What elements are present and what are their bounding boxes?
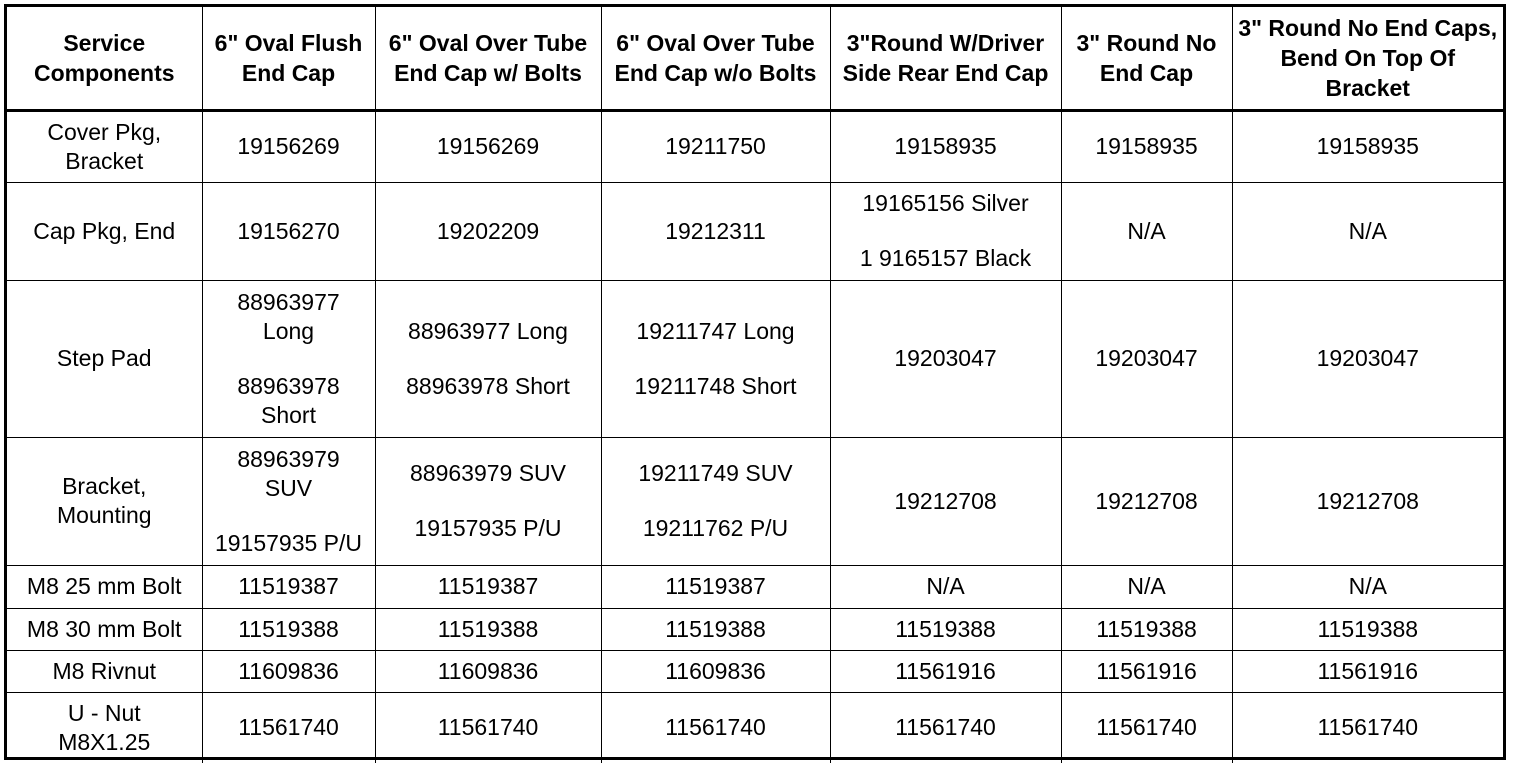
table-cell: 19156269 — [374, 109, 602, 183]
table-row: M8 Rivnut 11609836 11609836 11609836 115… — [7, 649, 1503, 693]
table-cell: 11561740 — [600, 691, 831, 763]
cell-line: 19157935 P/U — [414, 515, 562, 541]
table-cell: 11609836 — [374, 649, 602, 693]
table-cell: 11519388 — [201, 607, 376, 651]
table-cell: 11519388 — [374, 607, 602, 651]
cell-line: 19157935 P/U — [214, 529, 363, 556]
table-cell: 11609836 — [201, 649, 376, 693]
column-header-3-round-no-end-caps-bend-on-top: 3" Round No End Caps, Bend On Top Of Bra… — [1231, 7, 1503, 112]
column-header-6-oval-over-tube-with-bolts: 6" Oval Over Tube End Cap w/ Bolts — [374, 7, 602, 112]
table-cell: 11561916 — [829, 649, 1062, 693]
line-gap — [606, 346, 826, 372]
header-row: Service Components 6" Oval Flush End Cap… — [7, 7, 1503, 112]
table-cell: 11561740 — [1231, 691, 1503, 763]
cell-line: 19211749 SUV — [638, 460, 793, 486]
row-label: Cap Pkg, End — [7, 181, 203, 281]
cell-line: 19211747 Long — [636, 317, 795, 344]
cell-line: 19211762 P/U — [642, 515, 789, 541]
table-cell: 11519387 — [374, 564, 602, 609]
table-cell: 19158935 — [829, 109, 1062, 183]
line-gap — [835, 218, 1057, 244]
table-cell: 11519387 — [201, 564, 376, 609]
table-cell: 19156270 — [201, 181, 376, 281]
cell-line: 1 9165157 Black — [859, 245, 1032, 271]
table-cell: 19203047 — [829, 279, 1062, 438]
table-cell: 88963977 Long 88963978 Short — [201, 279, 376, 438]
parts-table-frame: Service Components 6" Oval Flush End Cap… — [4, 4, 1506, 763]
cell-line: 88963977 Long — [408, 317, 568, 344]
table-cell: 88963979 SUV 19157935 P/U — [201, 436, 376, 566]
table-cell: 19212311 — [600, 181, 831, 281]
table-cell: 11519388 — [1231, 607, 1503, 651]
cell-line: 88963979 SUV — [409, 460, 566, 486]
table-row: Cover Pkg, Bracket 19156269 19156269 192… — [7, 109, 1503, 183]
table-cell: N/A — [1060, 181, 1233, 281]
table-row: M8 25 mm Bolt 11519387 11519387 11519387… — [7, 564, 1503, 609]
table-cell: 19211747 Long 19211748 Short — [600, 279, 831, 438]
table-cell: N/A — [1060, 564, 1233, 609]
table-cell: 11609836 — [600, 649, 831, 693]
table-cell: 19165156 Silver 1 9165157 Black — [829, 181, 1062, 281]
table-cell: 19202209 — [374, 181, 602, 281]
table-cell: 11519388 — [1060, 607, 1233, 651]
column-header-3-round-no-end-cap: 3" Round No End Cap — [1060, 7, 1233, 112]
cell-line: 88963978 Short — [406, 372, 570, 399]
line-gap — [380, 346, 597, 372]
column-header-3-round-driver-side-rear-end-cap: 3"Round W/Driver Side Rear End Cap — [829, 7, 1062, 112]
table-row: M8 30 mm Bolt 11519388 11519388 11519388… — [7, 607, 1503, 651]
table-cell: 19211749 SUV 19211762 P/U — [600, 436, 831, 566]
row-label: M8 30 mm Bolt — [7, 607, 203, 651]
table-cell: 11519387 — [600, 564, 831, 609]
table-cell: 19212708 — [829, 436, 1062, 566]
line-gap — [606, 488, 826, 514]
table-cell: 19211750 — [600, 109, 831, 183]
table-cell: 19212708 — [1060, 436, 1233, 566]
table-row: Cap Pkg, End 19156270 19202209 19212311 … — [7, 181, 1503, 281]
table-cell: 11519388 — [829, 607, 1062, 651]
table-cell: 11561740 — [201, 691, 376, 763]
line-gap — [380, 488, 597, 514]
cell-line: 88963977 Long — [237, 288, 340, 344]
service-components-table: Service Components 6" Oval Flush End Cap… — [7, 7, 1503, 763]
cell-line: 88963978 Short — [237, 372, 340, 428]
table-cell: 11561916 — [1231, 649, 1503, 693]
column-header-6-oval-flush-end-cap: 6" Oval Flush End Cap — [201, 7, 376, 112]
table-cell: 19156269 — [201, 109, 376, 183]
column-header-service-components: Service Components — [7, 7, 203, 112]
line-gap — [207, 503, 371, 529]
table-row: Step Pad 88963977 Long 88963978 Short 88… — [7, 279, 1503, 438]
table-row: Bracket, Mounting 88963979 SUV 19157935 … — [7, 436, 1503, 566]
cell-line: 88963979 SUV — [237, 445, 340, 501]
row-label: Step Pad — [7, 279, 203, 438]
table-row: U - Nut M8X1.25 11561740 11561740 115617… — [7, 691, 1503, 763]
table-cell: N/A — [1231, 181, 1503, 281]
table-cell: 88963977 Long 88963978 Short — [374, 279, 602, 438]
table-cell: 19203047 — [1060, 279, 1233, 438]
table-cell: 11561740 — [829, 691, 1062, 763]
row-label: M8 Rivnut — [7, 649, 203, 693]
table-cell: 19158935 — [1231, 109, 1503, 183]
table-cell: 88963979 SUV 19157935 P/U — [374, 436, 602, 566]
cell-line: 19165156 Silver — [862, 190, 1029, 216]
table-cell: 11519388 — [600, 607, 831, 651]
table-cell: 11561740 — [1060, 691, 1233, 763]
table-cell: 11561740 — [374, 691, 602, 763]
row-label: M8 25 mm Bolt — [7, 564, 203, 609]
table-cell: N/A — [829, 564, 1062, 609]
row-label: Bracket, Mounting — [7, 436, 203, 566]
table-cell: 19158935 — [1060, 109, 1233, 183]
table-cell: N/A — [1231, 564, 1503, 609]
table-cell: 19212708 — [1231, 436, 1503, 566]
table-cell: 11561916 — [1060, 649, 1233, 693]
column-header-6-oval-over-tube-without-bolts: 6" Oval Over Tube End Cap w/o Bolts — [600, 7, 831, 112]
table-cell: 19203047 — [1231, 279, 1503, 438]
cell-line: 19211748 Short — [634, 372, 797, 399]
row-label: U - Nut M8X1.25 — [7, 691, 203, 763]
line-gap — [223, 346, 355, 372]
row-label: Cover Pkg, Bracket — [7, 109, 203, 183]
